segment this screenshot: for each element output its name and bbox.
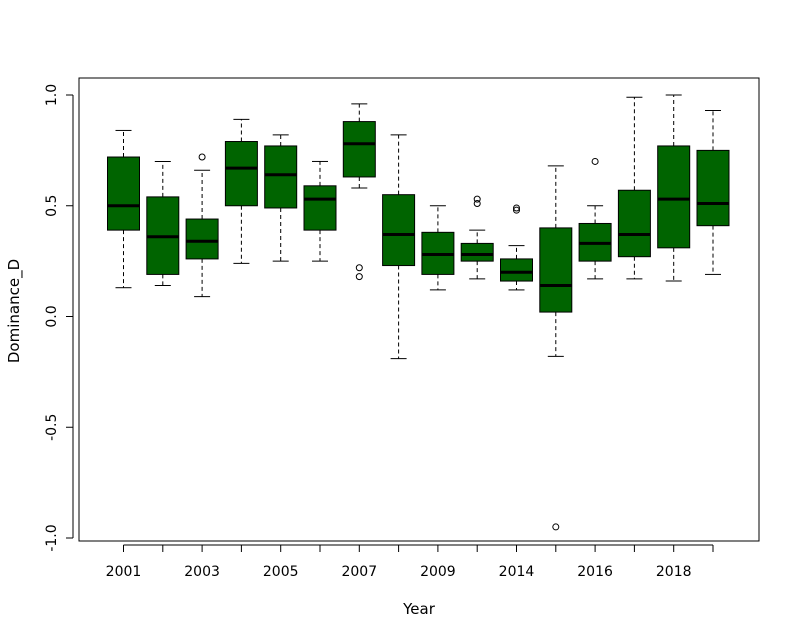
box-iqr (382, 194, 416, 267)
x-tick-label: 2003 (184, 564, 220, 580)
x-tick-label: 2018 (656, 564, 692, 580)
outlier-point (198, 153, 206, 161)
box-iqr (460, 242, 494, 262)
box-iqr (185, 218, 219, 260)
box-2018 (657, 94, 691, 282)
box-2016 (578, 157, 612, 280)
y-axis: -1.0 -0.5 0.0 0.5 1.0 (44, 84, 74, 552)
x-tick-label: 2016 (577, 564, 613, 580)
x-tick-label: 2007 (341, 564, 377, 580)
box-2007 (342, 103, 376, 281)
x-axis: 2001 2003 2005 2007 2009 2014 2016 2018 (106, 544, 714, 580)
box-2010 (460, 195, 494, 280)
box-2009 (421, 205, 455, 291)
y-tick-label: 0.0 (44, 305, 60, 327)
outlier-point (513, 204, 520, 212)
box-2002 (146, 160, 180, 286)
outlier-point (355, 273, 363, 281)
y-tick-label: -1.0 (44, 524, 60, 551)
box-2004 (224, 118, 258, 264)
box-2019 (696, 110, 730, 275)
y-tick-label: 1.0 (44, 84, 60, 106)
x-tick-label: 2001 (106, 564, 142, 580)
x-tick-label: 2005 (263, 564, 299, 580)
box-2005 (264, 134, 298, 262)
box-iqr (303, 185, 337, 231)
box-series (107, 94, 730, 531)
box-2008 (382, 134, 416, 360)
plot-frame (78, 77, 760, 542)
box-2001 (107, 129, 140, 289)
box-iqr (342, 121, 376, 178)
y-axis-label: Dominance_D (5, 259, 24, 363)
outlier-point (552, 523, 560, 531)
x-tick-label: 2009 (420, 564, 456, 580)
box-2003 (185, 153, 219, 298)
box-2015 (539, 165, 573, 531)
outlier-point (355, 264, 363, 272)
outlier-point (513, 206, 520, 214)
box-iqr (657, 145, 691, 249)
x-axis-label: Year (402, 600, 436, 618)
y-tick-label: -0.5 (44, 414, 60, 441)
y-tick-label: 0.5 (44, 195, 60, 217)
box-iqr (617, 189, 651, 258)
box-iqr (500, 258, 533, 282)
box-2017 (617, 96, 651, 280)
outlier-point (473, 195, 481, 203)
outlier-point (591, 157, 599, 165)
x-tick-label: 2014 (499, 564, 535, 580)
box-iqr (264, 145, 298, 209)
box-iqr (539, 227, 573, 313)
outlier-point (473, 200, 481, 208)
box-iqr (224, 141, 258, 207)
box-2014 (500, 204, 533, 291)
box-2006 (303, 160, 337, 262)
box-iqr (107, 156, 140, 231)
box-iqr (696, 149, 730, 227)
